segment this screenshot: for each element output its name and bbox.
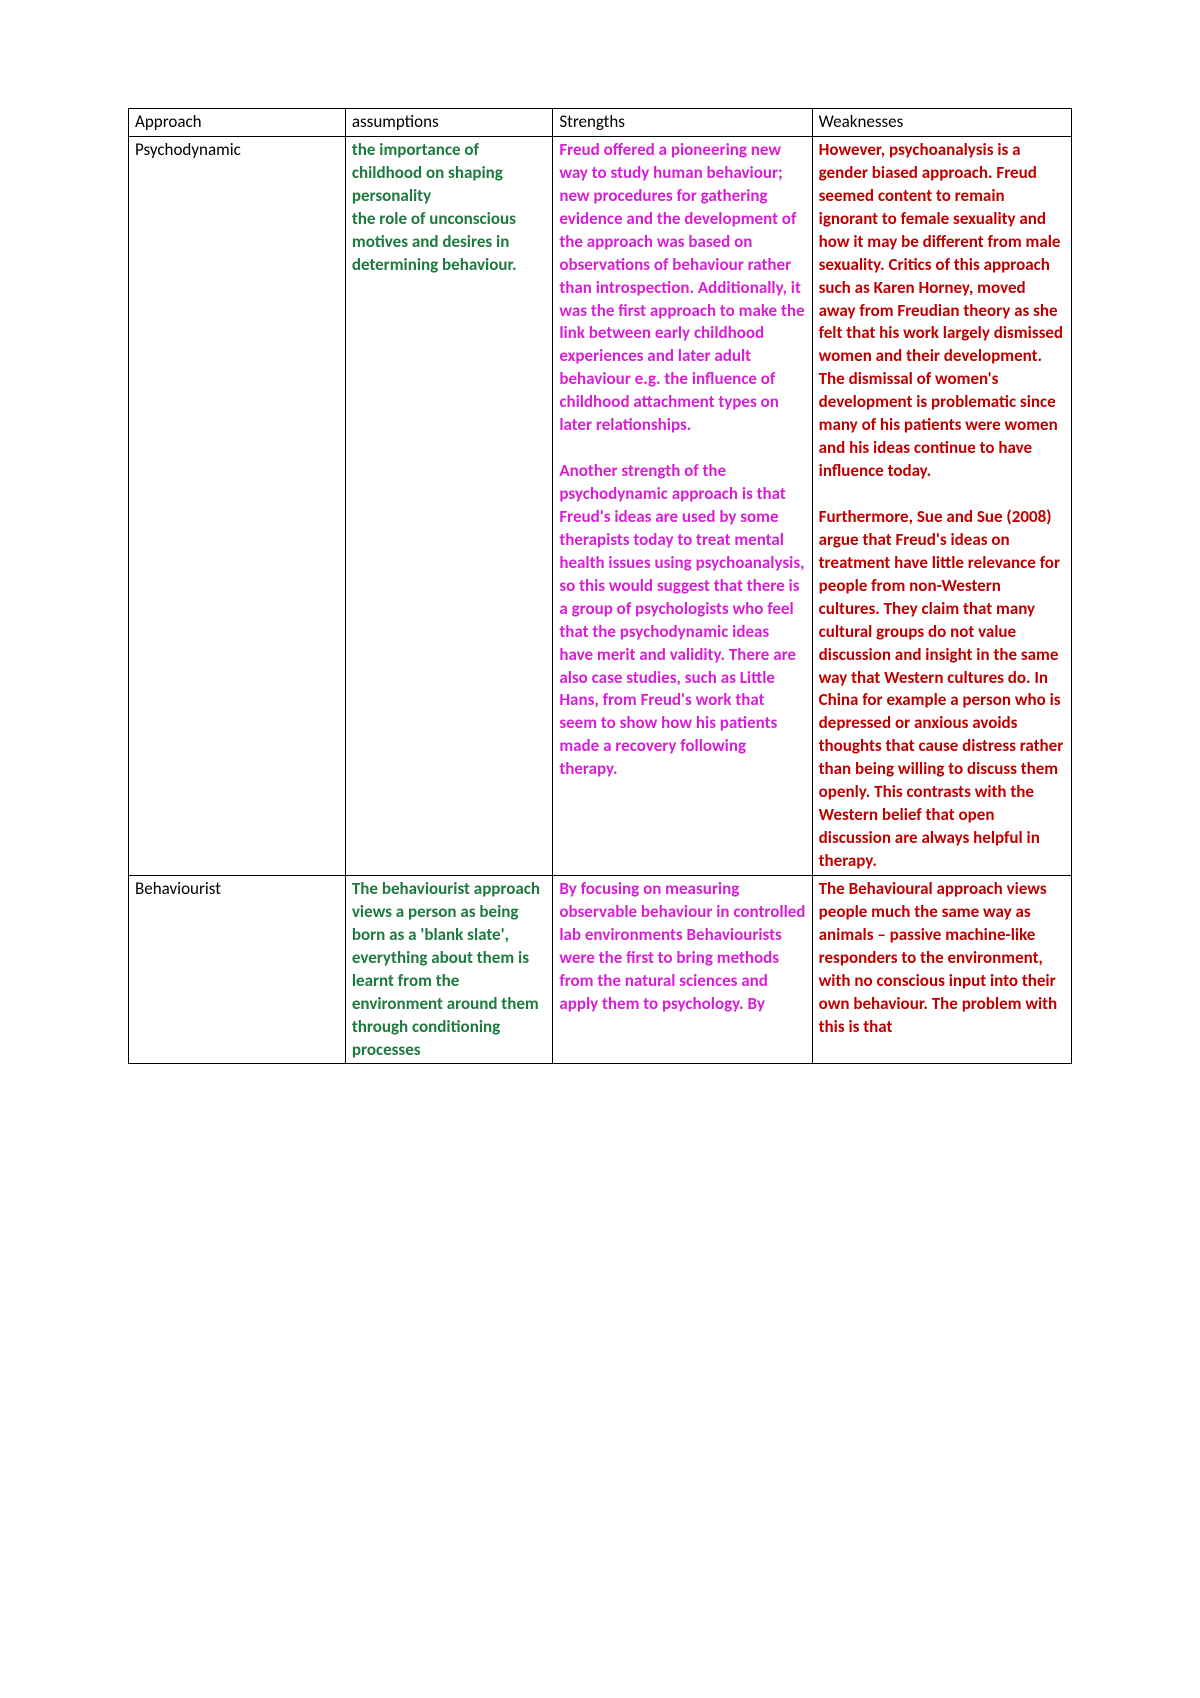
cell-assumptions: The behaviourist approach views a person… — [345, 875, 552, 1064]
header-assumptions: assumptions — [345, 109, 552, 137]
strengths-para1: Freud offered a pioneering new way to st… — [559, 139, 804, 435]
paragraph-gap — [559, 437, 805, 460]
document-page: Approach assumptions Strengths Weaknesse… — [0, 0, 1200, 1698]
assumptions-text: The behaviourist approach views a person… — [352, 878, 540, 1060]
paragraph-gap — [819, 483, 1065, 506]
table-row: Behaviourist The behaviourist approach v… — [129, 875, 1072, 1064]
strengths-para2: Another strength of the psychodynamic ap… — [559, 460, 804, 779]
cell-approach: Behaviourist — [129, 875, 346, 1064]
weaknesses-para1: The Behavioural approach views people mu… — [819, 878, 1058, 1037]
header-approach: Approach — [129, 109, 346, 137]
strengths-para1: By focusing on measuring observable beha… — [559, 878, 805, 1014]
cell-strengths: By focusing on measuring observable beha… — [553, 875, 812, 1064]
assumptions-text: the importance of childhood on shaping p… — [352, 139, 517, 275]
cell-assumptions: the importance of childhood on shaping p… — [345, 136, 552, 875]
approaches-table: Approach assumptions Strengths Weaknesse… — [128, 108, 1072, 1064]
weaknesses-para1: However, psychoanalysis is a gender bias… — [819, 139, 1063, 481]
cell-approach: Psychodynamic — [129, 136, 346, 875]
cell-weaknesses: However, psychoanalysis is a gender bias… — [812, 136, 1071, 875]
table-row: Psychodynamic the importance of childhoo… — [129, 136, 1072, 875]
table-header-row: Approach assumptions Strengths Weaknesse… — [129, 109, 1072, 137]
cell-weaknesses: The Behavioural approach views people mu… — [812, 875, 1071, 1064]
header-weaknesses: Weaknesses — [812, 109, 1071, 137]
cell-strengths: Freud offered a pioneering new way to st… — [553, 136, 812, 875]
header-strengths: Strengths — [553, 109, 812, 137]
weaknesses-para2: Furthermore, Sue and Sue (2008) argue th… — [819, 506, 1064, 871]
